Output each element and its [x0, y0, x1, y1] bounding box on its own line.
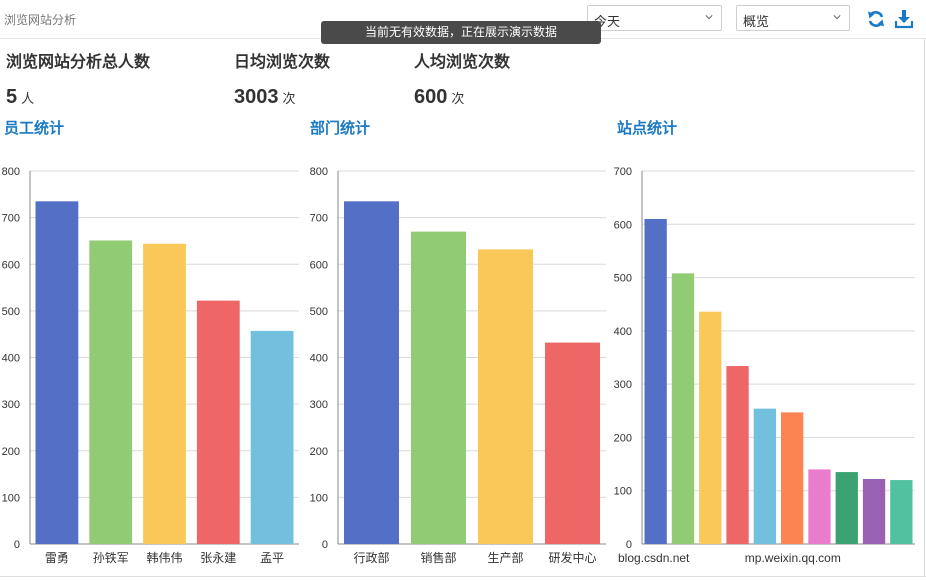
y-tick-label: 400 [2, 353, 20, 365]
bar [196, 300, 240, 544]
y-tick-label: 600 [614, 219, 632, 231]
x-tick-label: blog.csdn.net [618, 551, 690, 565]
bar [726, 366, 749, 544]
stat-views-per-person: 人均浏览次数 600 次 [414, 48, 510, 109]
y-tick-label: 700 [614, 166, 632, 178]
x-tick-label: 韩伟伟 [146, 550, 182, 565]
chevron-down-icon [833, 15, 841, 20]
stat-value: 3003 [234, 86, 279, 108]
bar [545, 342, 600, 544]
view-mode-value: 概览 [743, 14, 770, 29]
y-tick-label: 100 [2, 492, 20, 504]
x-tick-label: 行政部 [353, 550, 389, 565]
bar [835, 472, 858, 544]
chevron-down-icon [705, 15, 713, 20]
download-icon[interactable] [894, 9, 914, 29]
stat-unit: 次 [451, 91, 465, 106]
view-mode-select[interactable]: 概览 [736, 5, 850, 31]
x-tick-label: 张永建 [200, 551, 236, 565]
date-range-select[interactable]: 今天 [587, 5, 722, 31]
y-tick-label: 0 [322, 539, 328, 551]
site-bar-chart: 0 100 200 300 400 500 600 700 blog.csdn.net mp.we… [614, 166, 915, 565]
y-tick-label: 500 [2, 306, 20, 318]
x-tick-label: 生产部 [487, 550, 523, 565]
bar [808, 469, 831, 544]
section-title-site: 站点统计 [617, 120, 678, 137]
stat-label: 人均浏览次数 [414, 54, 511, 71]
x-tick-label: 研发中心 [548, 550, 596, 565]
page-title: 浏览网站分析 [4, 13, 77, 27]
panel-border [924, 39, 925, 576]
y-tick-label: 500 [310, 306, 328, 318]
section-title-department: 部门统计 [310, 120, 371, 137]
y-tick-label: 700 [2, 213, 20, 225]
panel-border [0, 576, 926, 577]
y-tick-label: 300 [614, 379, 632, 391]
y-tick-label: 100 [614, 486, 632, 498]
bar [781, 412, 804, 544]
site-chart: 0 100 200 300 400 500 600 700 blog.csdn.net mp.we… [608, 150, 918, 575]
y-tick-label: 200 [310, 446, 328, 458]
bar [699, 311, 722, 544]
stat-unit: 次 [282, 91, 296, 106]
y-tick-label: 200 [2, 446, 20, 458]
bar [862, 478, 886, 544]
bar [478, 249, 533, 544]
y-tick-label: 600 [310, 259, 328, 271]
y-tick-label: 500 [614, 273, 632, 285]
x-tick-label: 销售部 [420, 550, 456, 565]
y-tick-label: 300 [310, 399, 328, 411]
bar [250, 330, 294, 544]
bar [644, 218, 667, 544]
x-tick-label: 孟平 [260, 551, 284, 565]
bar [671, 273, 695, 544]
stat-label: 日均浏览次数 [234, 54, 331, 71]
bar [344, 201, 399, 544]
department-bar-chart: 0 100 200 300 400 500 600 700 800 行政部 销售部 生产部 研发中心 [310, 166, 606, 565]
bar [89, 240, 133, 544]
bar [143, 243, 186, 545]
bar [35, 201, 79, 544]
y-tick-label: 0 [626, 539, 632, 551]
x-tick-label: 雷勇 [45, 551, 69, 565]
y-tick-label: 800 [310, 166, 328, 178]
department-chart: 0 100 200 300 400 500 600 700 800 行政部 销售部 生产部 研发中心 [305, 150, 607, 575]
y-tick-label: 600 [2, 259, 20, 271]
staff-chart: 0 100 200 300 400 500 600 700 800 雷勇 孙铁军 韩伟伟 张永建 孟平 [0, 150, 300, 575]
x-tick-label: mp.weixin.qq.com [745, 551, 841, 565]
y-tick-label: 700 [310, 213, 328, 225]
staff-bar-chart: 0 100 200 300 400 500 600 700 800 雷勇 孙铁军 韩伟伟 张永建 孟平 [2, 166, 299, 565]
y-tick-label: 400 [310, 353, 328, 365]
y-tick-label: 100 [310, 492, 328, 504]
stat-unit: 人 [21, 91, 35, 106]
stat-value: 600 [414, 86, 448, 108]
bar [753, 408, 776, 544]
stat-label: 浏览网站分析总人数 [6, 54, 151, 71]
stat-value: 5 [6, 86, 18, 108]
stat-daily-views: 日均浏览次数 3003 次 [234, 48, 330, 109]
y-tick-label: 400 [614, 326, 632, 338]
y-tick-label: 0 [14, 539, 20, 551]
refresh-icon[interactable] [866, 9, 886, 29]
y-tick-label: 200 [614, 432, 632, 444]
bar [411, 231, 466, 545]
demo-data-toast: 当前无有效数据，正在展示演示数据 [321, 21, 601, 44]
y-tick-label: 300 [2, 399, 20, 411]
section-title-staff: 员工统计 [4, 120, 65, 137]
x-tick-label: 孙铁军 [93, 551, 129, 565]
bar [890, 480, 913, 544]
y-tick-label: 800 [2, 166, 20, 178]
